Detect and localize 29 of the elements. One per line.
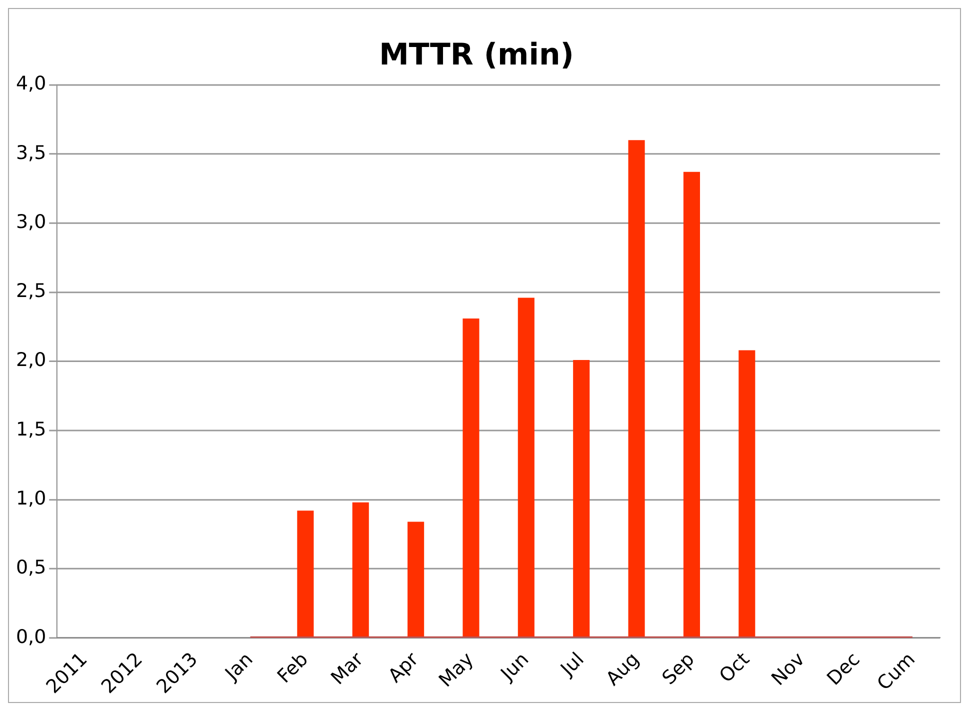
x-tick-label: Jun (496, 648, 534, 686)
y-tick-label: 3,5 (16, 142, 46, 164)
y-tick-label: 2,5 (16, 280, 46, 302)
x-tick-label: Sep (658, 648, 699, 690)
x-tick-label: Apr (384, 648, 423, 688)
y-tick-label: 1,0 (16, 488, 46, 510)
x-tick-label: Feb (273, 648, 312, 688)
bar (297, 510, 314, 638)
x-tick-label: Mar (326, 648, 368, 690)
bar (683, 172, 700, 638)
bar (408, 522, 424, 638)
x-tick-label: Jul (556, 648, 588, 681)
x-tick-label: Nov (767, 648, 810, 690)
y-tick-label: 2,0 (16, 349, 46, 372)
x-tick-label: Jan (220, 648, 258, 686)
bar (518, 298, 534, 638)
bar (462, 318, 480, 638)
y-tick-label: 0,5 (16, 556, 46, 579)
bar (573, 360, 590, 638)
x-tick-label: Dec (822, 648, 864, 690)
chart-title: MTTR (min) (379, 38, 574, 73)
bar (352, 502, 369, 638)
y-tick-label: 1,5 (16, 418, 46, 440)
y-tick-label: 0,0 (16, 626, 46, 648)
x-tick-label: Oct (715, 648, 754, 688)
y-tick-label: 4,0 (16, 72, 46, 95)
bar (738, 350, 756, 638)
y-tick-label: 3,0 (16, 210, 46, 233)
bar (628, 140, 645, 638)
